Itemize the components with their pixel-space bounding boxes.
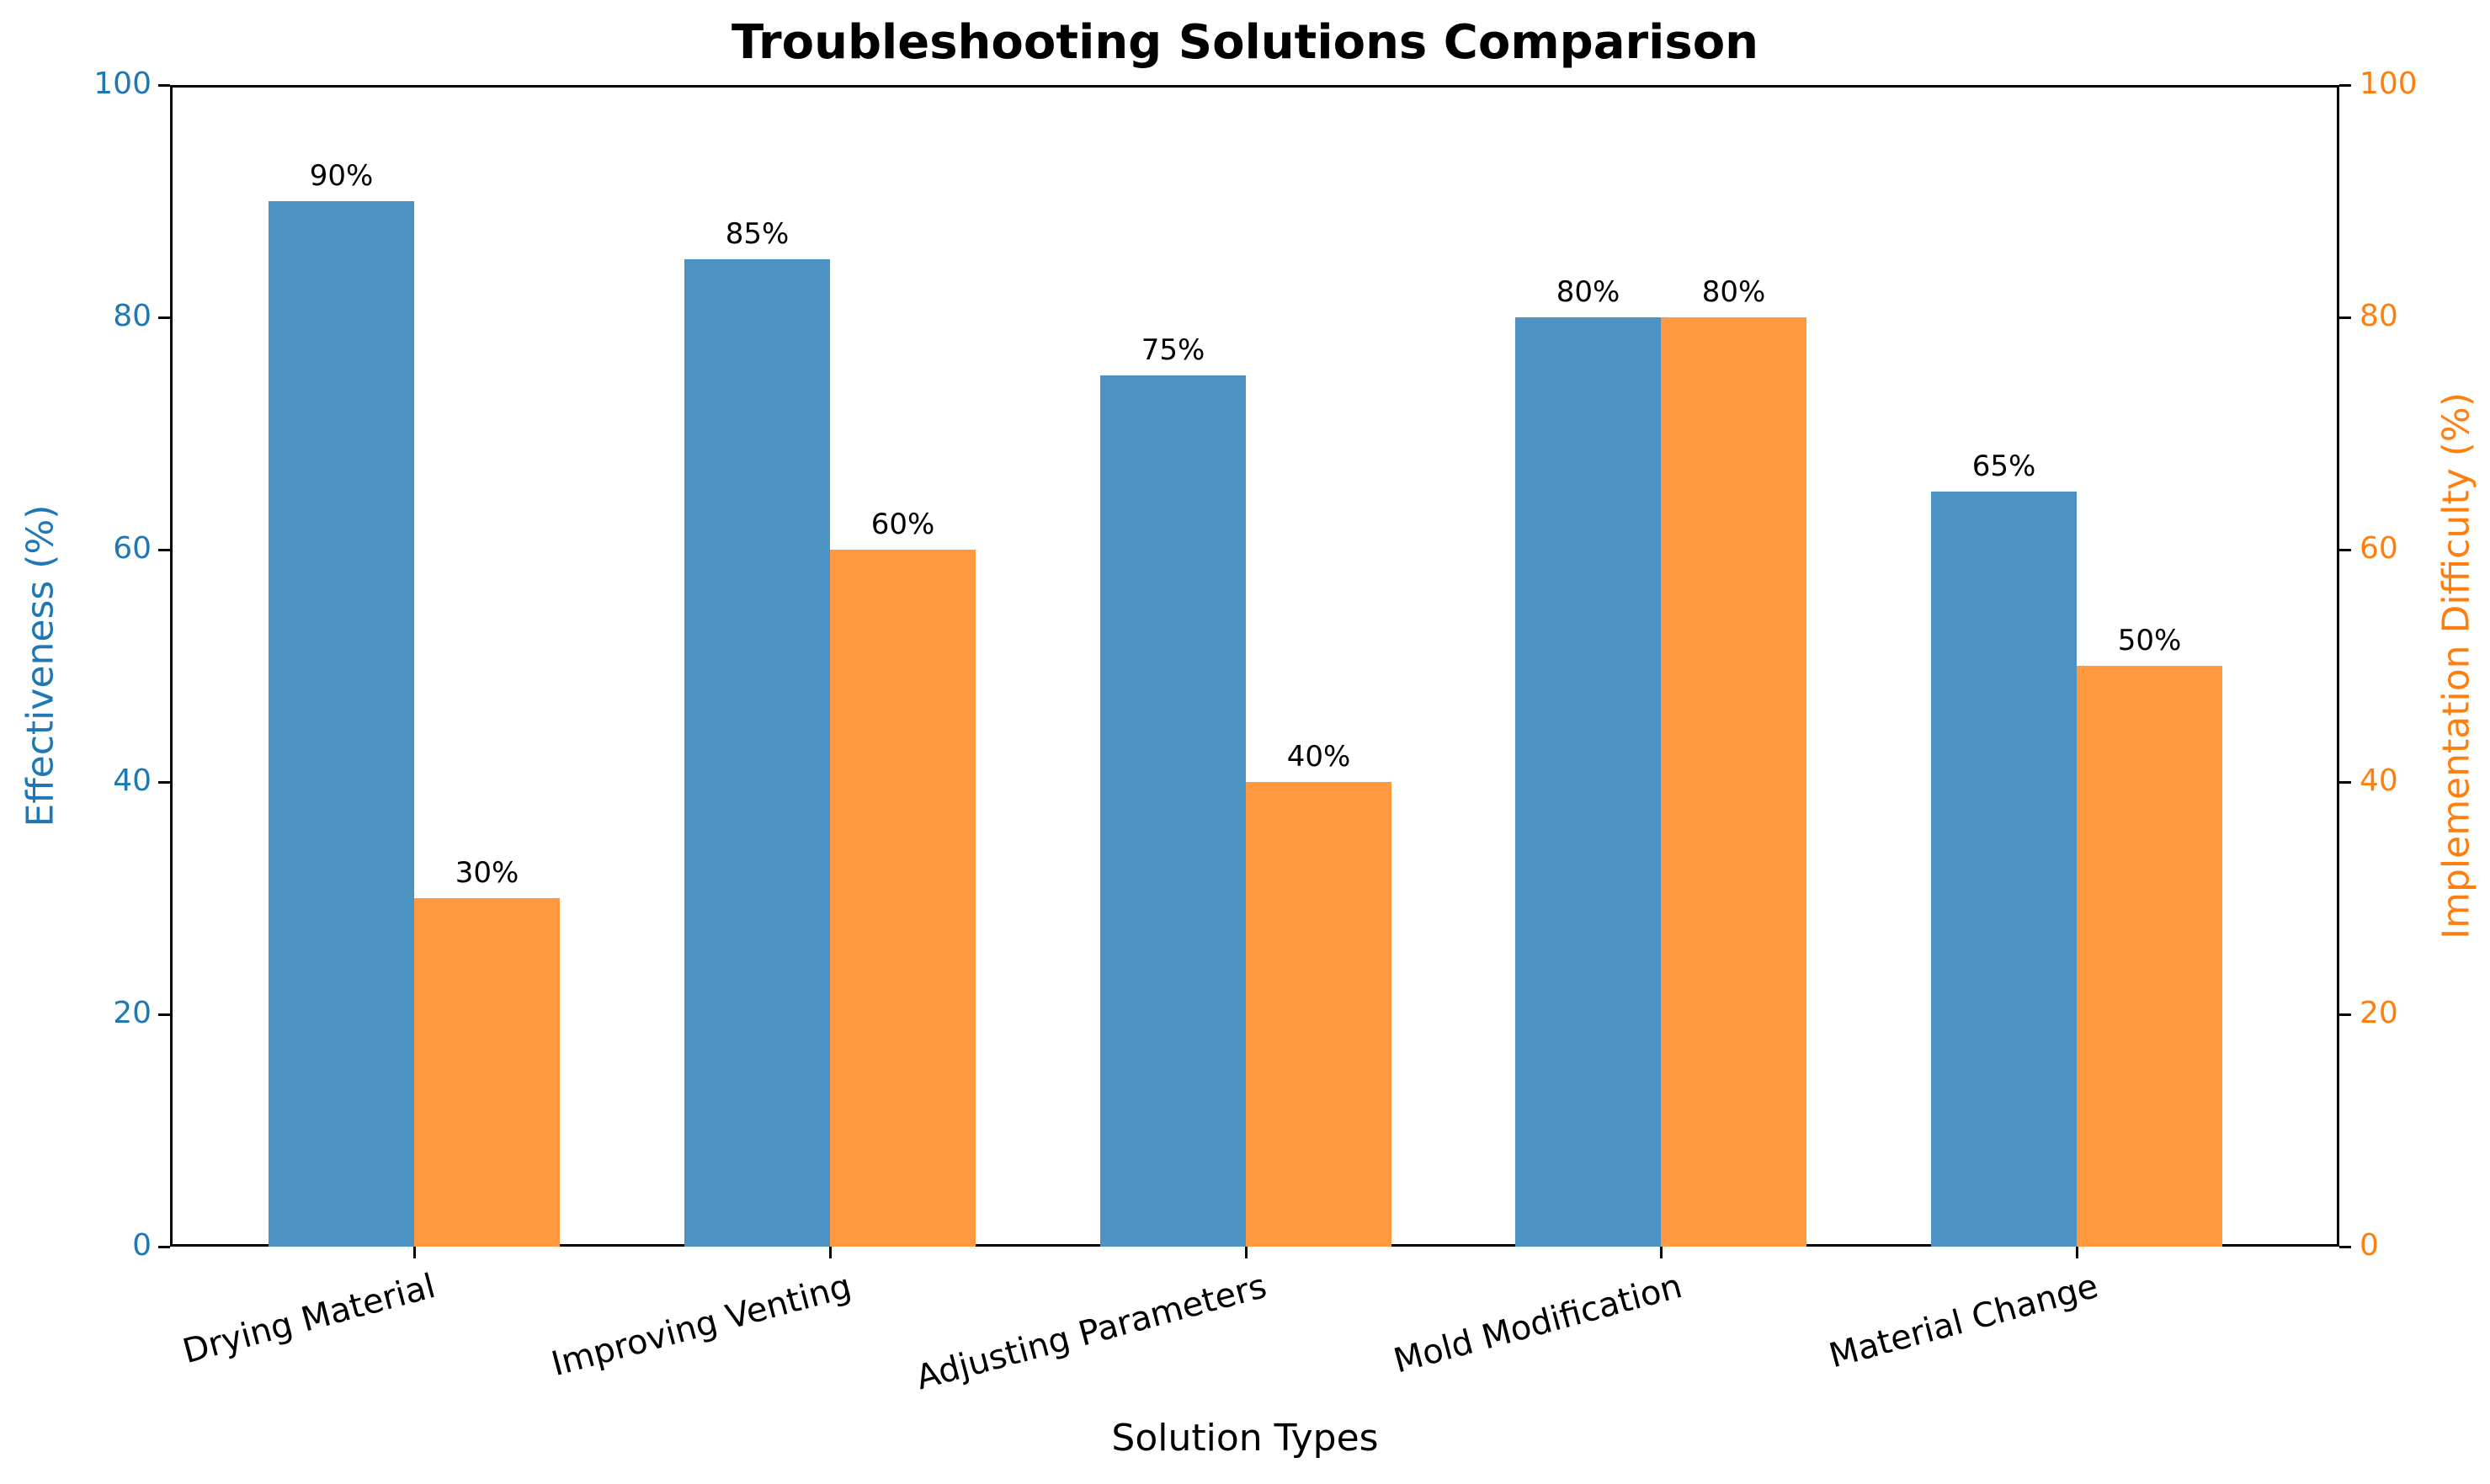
bar-value-label: 65% [1971,449,2036,483]
y-axis-title-left: Effectiveness (%) [19,504,62,827]
x-tick-label: Mold Modification [1389,1267,1686,1381]
y-tick-label-right: 100 [2360,66,2418,101]
y-tick-label-left: 20 [113,996,152,1030]
y-tick-label-left: 80 [113,299,152,333]
bar-effectiveness [1931,492,2077,1247]
bar-effectiveness [684,259,830,1247]
bar-value-label: 80% [1701,275,1766,309]
y-tick-label-left: 40 [113,763,152,798]
y-tick-right [2339,549,2351,551]
x-axis-title: Solution Types [1111,1417,1379,1460]
bar-difficulty [2077,666,2222,1247]
bar-value-label: 40% [1286,740,1351,774]
x-tick-label: Adjusting Parameters [912,1267,1271,1398]
y-tick-left [158,84,170,87]
y-tick-label-right: 60 [2360,531,2398,566]
x-tick-label: Material Change [1824,1267,2102,1376]
bar-value-label: 85% [725,217,790,251]
y-tick-label-left: 0 [132,1228,152,1263]
y-tick-left [158,316,170,319]
y-tick-label-left: 60 [113,531,152,566]
bar-effectiveness [1100,375,1246,1247]
bar-value-label: 75% [1141,333,1205,367]
bar-difficulty [414,898,560,1247]
y-tick-right [2339,1013,2351,1016]
x-tick-label: Drying Material [178,1267,439,1372]
x-tick [829,1247,832,1258]
x-tick [1660,1247,1663,1258]
x-tick [2076,1247,2078,1258]
bar-value-label: 50% [2117,624,2182,657]
bar-difficulty [1246,782,1391,1247]
y-tick-label-right: 40 [2360,763,2398,798]
y-tick-right [2339,1246,2351,1248]
bar-effectiveness [1515,317,1661,1247]
y-tick-right [2339,781,2351,784]
y-tick-left [158,1246,170,1248]
bar-value-label: 30% [455,856,519,890]
x-tick [1245,1247,1248,1258]
bar-difficulty [830,550,976,1247]
bar-effectiveness [269,201,414,1247]
y-tick-left [158,1013,170,1016]
y-tick-left [158,549,170,551]
bar-value-label: 80% [1556,275,1620,309]
y-axis-title-right: Implementation Difficulty (%) [2434,392,2478,939]
y-tick-left [158,781,170,784]
y-tick-right [2339,316,2351,319]
y-tick-label-right: 20 [2360,996,2398,1030]
y-tick-label-left: 100 [93,66,152,101]
x-tick-label: Improving Venting [547,1267,855,1385]
bar-value-label: 60% [870,508,935,541]
chart-title: Troubleshooting Solutions Comparison [731,15,1759,70]
bar-value-label: 90% [309,159,374,193]
x-tick [413,1247,416,1258]
y-tick-label-right: 80 [2360,299,2398,333]
bar-difficulty [1661,317,1806,1247]
y-tick-right [2339,84,2351,87]
y-tick-label-right: 0 [2360,1228,2379,1263]
